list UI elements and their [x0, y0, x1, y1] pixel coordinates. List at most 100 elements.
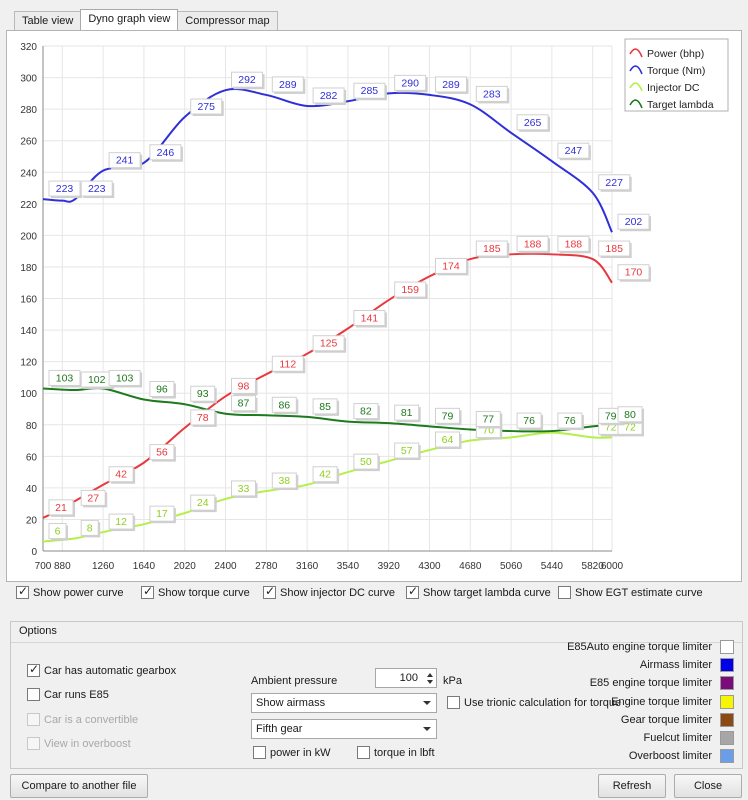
- limiter-swatch: [720, 640, 734, 654]
- refresh-button[interactable]: Refresh: [598, 774, 666, 798]
- power-label-box: [149, 444, 175, 461]
- checkbox-label: Car is a convertible: [44, 713, 139, 726]
- torque-data-label: 289: [279, 79, 297, 91]
- options-title: Options: [19, 625, 57, 637]
- checkbox-box[interactable]: [27, 713, 40, 726]
- limiter-e85auto-engine-torque: E85Auto engine torque limiter: [567, 640, 734, 654]
- x-tick-label: 4300: [418, 561, 441, 572]
- power-label-box: [557, 235, 590, 252]
- tab-table-view[interactable]: Table view: [14, 11, 82, 30]
- gear-select[interactable]: Fifth gear: [251, 719, 437, 739]
- torque-label-box: [516, 114, 549, 131]
- torque-data-label: 227: [605, 177, 623, 189]
- power-label-box: [394, 281, 427, 298]
- x-tick-label: 5060: [500, 561, 523, 572]
- power-data-label: 56: [156, 447, 168, 459]
- y-tick-label: 160: [20, 295, 37, 306]
- torque-label-box: [598, 174, 631, 191]
- torque-data-label: 283: [483, 88, 501, 100]
- checkbox-box[interactable]: [27, 688, 40, 701]
- tab-dyno-graph-view[interactable]: Dyno graph view: [80, 9, 179, 30]
- chevron-down-icon: [423, 727, 431, 731]
- target-lambda-label-box: [394, 404, 420, 421]
- target-lambda-label-box: [271, 396, 297, 413]
- target-lambda-label-box: [108, 369, 141, 386]
- show-egt-estimate-curve-checkbox[interactable]: Show EGT estimate curve: [558, 586, 703, 599]
- checkbox-box[interactable]: [558, 586, 571, 599]
- view-overboost-checkbox[interactable]: View in overboost: [27, 737, 131, 750]
- target-lambda-data-label: 81: [401, 407, 413, 419]
- close-button[interactable]: Close: [674, 774, 742, 798]
- runs-e85-checkbox[interactable]: Car runs E85: [27, 688, 109, 701]
- checkbox-label: power in kW: [270, 746, 331, 759]
- power-data-label: 188: [524, 238, 542, 250]
- target-lambda-data-label: 82: [360, 406, 372, 418]
- x-tick-label: 880: [54, 561, 71, 572]
- ambient-pressure-spinner[interactable]: 100: [375, 668, 437, 688]
- spin-down-icon[interactable]: [427, 680, 433, 684]
- checkbox-box[interactable]: [27, 737, 40, 750]
- x-tick-label: 2020: [174, 561, 197, 572]
- target-lambda-data-label: 80: [624, 409, 636, 421]
- show-power-curve-checkbox[interactable]: Show power curve: [16, 584, 124, 599]
- injector-dc-legend-swatch: [629, 82, 643, 92]
- checkbox-label: Use trionic calculation for torque: [464, 696, 622, 709]
- target-lambda-label-box: [557, 412, 583, 429]
- gear-select-value: Fifth gear: [256, 723, 303, 735]
- tab-compressor-map[interactable]: Compressor map: [177, 11, 278, 30]
- target-lambda-data-label: 79: [442, 410, 454, 422]
- chevron-down-icon: [423, 701, 431, 705]
- target-lambda-data-label: 93: [197, 388, 209, 400]
- checkbox-box[interactable]: [141, 584, 154, 599]
- checkbox-box[interactable]: [357, 746, 370, 759]
- checkbox-box[interactable]: [263, 584, 276, 599]
- target-lambda-data-label: 76: [564, 415, 576, 427]
- checkbox-box[interactable]: [16, 584, 29, 599]
- show-injector-dc-curve-checkbox[interactable]: Show injector DC curve: [263, 584, 395, 599]
- injector-dc-label-box: [231, 480, 257, 497]
- torque-label-box: [617, 213, 650, 230]
- spin-up-icon[interactable]: [427, 673, 433, 677]
- target-lambda-legend-swatch: [629, 99, 643, 109]
- x-tick-label: 4680: [459, 561, 482, 572]
- y-tick-label: 40: [26, 484, 38, 495]
- airmass-select[interactable]: Show airmass: [251, 693, 437, 713]
- checkbox-box[interactable]: [406, 584, 419, 599]
- torque-label-box: [108, 152, 141, 169]
- automatic-gearbox-checkbox[interactable]: Car has automatic gearbox: [27, 662, 176, 677]
- y-tick-label: 100: [20, 389, 37, 400]
- power-data-label: 174: [442, 260, 460, 272]
- injector-dc-data-label: 8: [87, 522, 93, 534]
- power-data-label: 141: [361, 312, 379, 324]
- x-tick-label: 5440: [541, 561, 564, 572]
- torque-in-lbft-checkbox[interactable]: torque in lbft: [357, 746, 435, 759]
- torque-label-box: [271, 76, 304, 93]
- convertible-checkbox[interactable]: Car is a convertible: [27, 713, 138, 726]
- injector-dc-data-label: 12: [115, 516, 127, 528]
- x-tick-label: 3920: [378, 561, 401, 572]
- power-label-box: [108, 466, 134, 483]
- checkbox-label: Car runs E85: [44, 688, 109, 701]
- power-label-box: [434, 257, 467, 274]
- power-label-box: [516, 235, 549, 252]
- injector-dc-label-box: [108, 513, 134, 530]
- compare-button[interactable]: Compare to another file: [10, 774, 148, 798]
- checkbox-box[interactable]: [447, 696, 460, 709]
- checkbox-box[interactable]: [27, 662, 40, 677]
- injector-dc-data-label: 42: [319, 469, 331, 481]
- y-tick-label: 320: [20, 42, 37, 53]
- torque-label-box: [353, 82, 386, 99]
- options-group: Options Car has automatic gearbox Car ru…: [10, 621, 743, 769]
- y-tick-label: 280: [20, 105, 37, 116]
- power-label-box: [617, 264, 650, 281]
- torque-label-box: [190, 98, 223, 115]
- target-lambda-data-label: 76: [523, 415, 535, 427]
- trionic-calculation-checkbox[interactable]: Use trionic calculation for torque: [447, 696, 621, 709]
- checkbox-box[interactable]: [253, 746, 266, 759]
- show-target-lambda-curve-checkbox[interactable]: Show target lambda curve: [406, 584, 551, 599]
- show-torque-curve-checkbox[interactable]: Show torque curve: [141, 584, 250, 599]
- power-label-box: [312, 335, 345, 352]
- limiter-gear-torque: Gear torque limiter: [621, 713, 734, 727]
- target-lambda-data-label: 77: [482, 413, 494, 425]
- power-in-kw-checkbox[interactable]: power in kW: [253, 746, 331, 759]
